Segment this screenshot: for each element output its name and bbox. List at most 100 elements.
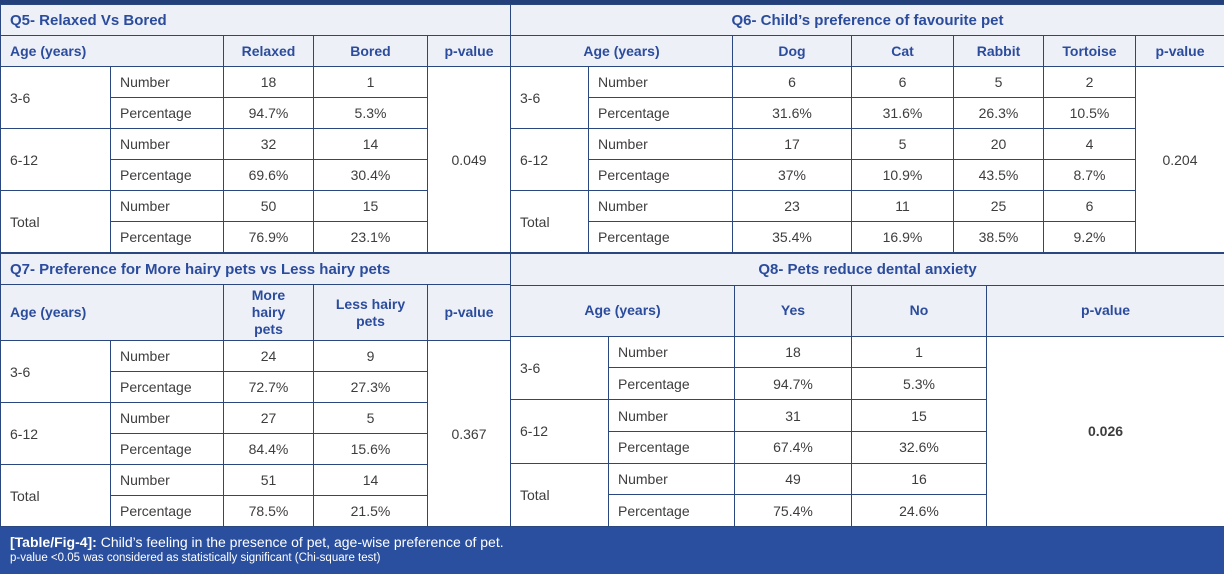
value-cell: 16.9% <box>852 222 954 253</box>
tables-grid: Q5- Relaxed Vs Bored Age (years) Relaxed… <box>0 0 1224 527</box>
age-group-cell: Total <box>511 463 609 526</box>
value-cell: 8.7% <box>1044 160 1136 191</box>
value-cell: 5 <box>954 67 1044 98</box>
table-row: Percentage 35.4% 16.9% 38.5% 9.2% <box>511 222 1224 253</box>
column-header-relaxed: Relaxed <box>224 36 314 67</box>
value-cell: 27.3% <box>314 372 428 403</box>
value-cell: 11 <box>852 191 954 222</box>
value-cell: 76.9% <box>224 222 314 253</box>
value-cell: 5.3% <box>314 98 428 129</box>
table-q5: Q5- Relaxed Vs Bored Age (years) Relaxed… <box>0 4 511 253</box>
row-label-cell: Percentage <box>589 222 733 253</box>
value-cell: 69.6% <box>224 160 314 191</box>
p-value-cell: 0.026 <box>987 336 1224 526</box>
value-cell: 10.5% <box>1044 98 1136 129</box>
q5-title: Q5- Relaxed Vs Bored <box>1 5 511 36</box>
value-cell: 50 <box>224 191 314 222</box>
table-row: Percentage 37% 10.9% 43.5% 8.7% <box>511 160 1224 191</box>
value-cell: 6 <box>852 67 954 98</box>
row-label-cell: Number <box>609 400 735 432</box>
value-cell: 30.4% <box>314 160 428 191</box>
table-row: 3-6 Number 18 1 0.026 <box>511 336 1224 368</box>
value-cell: 9.2% <box>1044 222 1136 253</box>
table-row: 3-6 Number 24 9 0.367 <box>1 341 511 372</box>
value-cell: 43.5% <box>954 160 1044 191</box>
table-row: Q6- Child’s preference of favourite pet <box>511 5 1224 36</box>
age-years-header: Age (years) <box>1 285 224 341</box>
value-cell: 14 <box>314 465 428 496</box>
row-label-cell: Number <box>111 191 224 222</box>
age-years-header: Age (years) <box>511 36 733 67</box>
row-label-cell: Number <box>111 465 224 496</box>
table-row: Q5- Relaxed Vs Bored <box>1 5 511 36</box>
column-header-dog: Dog <box>733 36 852 67</box>
table-row: Age (years) Relaxed Bored p-value <box>1 36 511 67</box>
value-cell: 5 <box>314 403 428 434</box>
value-cell: 1 <box>852 336 987 368</box>
row-label-cell: Number <box>111 67 224 98</box>
value-cell: 32.6% <box>852 431 987 463</box>
row-label-cell: Number <box>589 67 733 98</box>
value-cell: 51 <box>224 465 314 496</box>
row-label-cell: Number <box>111 129 224 160</box>
column-header-more-hairy-pets: More hairy pets <box>224 285 314 341</box>
value-cell: 31 <box>735 400 852 432</box>
row-label-cell: Number <box>609 463 735 495</box>
row-label-cell: Percentage <box>111 434 224 465</box>
row-label-cell: Percentage <box>111 372 224 403</box>
value-cell: 10.9% <box>852 160 954 191</box>
age-years-header: Age (years) <box>1 36 224 67</box>
p-value-cell: 0.049 <box>428 67 511 253</box>
caption-line: [Table/Fig-4]: Child’s feeling in the pr… <box>10 533 1214 551</box>
age-group-cell: 3-6 <box>511 67 589 129</box>
value-cell: 24.6% <box>852 495 987 527</box>
value-cell: 31.6% <box>852 98 954 129</box>
value-cell: 4 <box>1044 129 1136 160</box>
age-group-cell: 3-6 <box>1 67 111 129</box>
value-cell: 23.1% <box>314 222 428 253</box>
value-cell: 6 <box>1044 191 1136 222</box>
value-cell: 21.5% <box>314 496 428 527</box>
column-header-yes: Yes <box>735 285 852 336</box>
column-header-bored: Bored <box>314 36 428 67</box>
table-row: Age (years) Yes No p-value <box>511 285 1224 336</box>
value-cell: 17 <box>733 129 852 160</box>
value-cell: 25 <box>954 191 1044 222</box>
value-cell: 94.7% <box>735 368 852 400</box>
value-cell: 32 <box>224 129 314 160</box>
value-cell: 49 <box>735 463 852 495</box>
value-cell: 5 <box>852 129 954 160</box>
table-q8: Q8- Pets reduce dental anxiety Age (year… <box>510 253 1224 527</box>
caption-note: p-value <0.05 was considered as statisti… <box>10 551 1214 566</box>
age-years-header: Age (years) <box>511 285 735 336</box>
p-value-header: p-value <box>1136 36 1224 67</box>
p-value-header: p-value <box>428 285 511 341</box>
age-group-cell: 3-6 <box>511 336 609 399</box>
age-group-cell: 6-12 <box>1 129 111 191</box>
p-value-header: p-value <box>428 36 511 67</box>
value-cell: 14 <box>314 129 428 160</box>
table-row: 3-6 Number 6 6 5 2 0.204 <box>511 67 1224 98</box>
value-cell: 27 <box>224 403 314 434</box>
row-label-cell: Percentage <box>609 368 735 400</box>
q6-title: Q6- Child’s preference of favourite pet <box>511 5 1224 36</box>
table-row: Percentage 31.6% 31.6% 26.3% 10.5% <box>511 98 1224 129</box>
row-label-cell: Percentage <box>589 160 733 191</box>
column-header-less-hairy-pets: Less hairy pets <box>314 285 428 341</box>
value-cell: 26.3% <box>954 98 1044 129</box>
row-label-cell: Percentage <box>111 222 224 253</box>
table-row: Q7- Preference for More hairy pets vs Le… <box>1 254 511 285</box>
age-group-cell: Total <box>511 191 589 253</box>
table-row: Age (years) Dog Cat Rabbit Tortoise p-va… <box>511 36 1224 67</box>
value-cell: 18 <box>224 67 314 98</box>
row-label-cell: Percentage <box>589 98 733 129</box>
column-header-rabbit: Rabbit <box>954 36 1044 67</box>
row-label-cell: Percentage <box>111 98 224 129</box>
value-cell: 16 <box>852 463 987 495</box>
value-cell: 38.5% <box>954 222 1044 253</box>
table-row: 3-6 Number 18 1 0.049 <box>1 67 511 98</box>
row-label-cell: Number <box>111 403 224 434</box>
p-value-cell: 0.204 <box>1136 67 1224 253</box>
row-label-cell: Percentage <box>111 160 224 191</box>
